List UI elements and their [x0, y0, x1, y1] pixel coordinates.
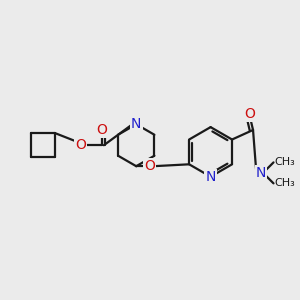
Text: CH₃: CH₃ [274, 158, 295, 167]
Text: O: O [76, 138, 86, 152]
Text: O: O [144, 159, 155, 173]
Text: N: N [256, 166, 266, 180]
Text: CH₃: CH₃ [274, 178, 295, 188]
Text: N: N [131, 117, 141, 131]
Text: O: O [244, 107, 255, 121]
Text: O: O [97, 123, 107, 137]
Text: N: N [206, 170, 216, 184]
